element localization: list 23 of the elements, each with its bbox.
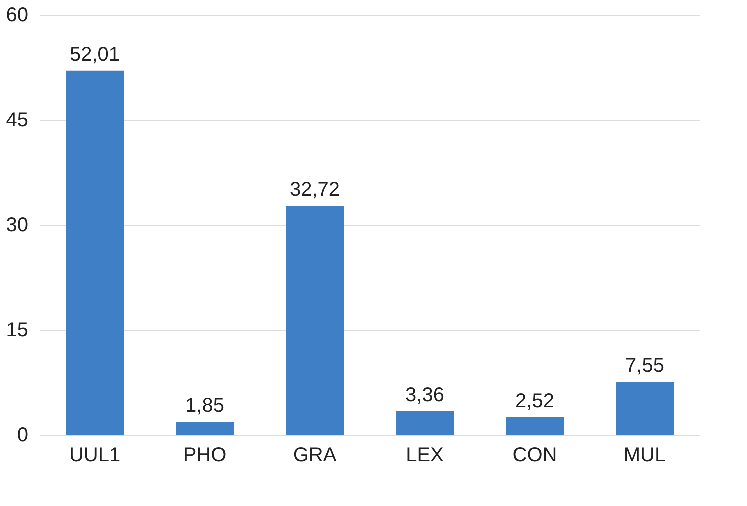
x-tick-label: UUL1 [69,444,121,466]
y-tick-label: 60 [6,4,28,26]
data-label: 1,85 [186,395,224,418]
x-tick-label: PHO [183,444,227,466]
x-tick-label: CON [512,444,558,466]
bar [66,70,124,435]
data-label: 32,72 [290,178,340,201]
y-tick-label: 0 [17,424,28,446]
x-tick-label: LEX [406,444,444,466]
x-tick-label: MUL [624,444,666,466]
bar [286,206,344,435]
bar [176,422,234,435]
data-label: 2,52 [516,390,554,412]
bar [506,417,564,435]
y-tick-label: 45 [6,110,28,132]
bar [616,382,674,435]
x-tick-label: GRA [293,444,338,466]
data-label: 3,36 [406,384,444,406]
data-label: 7,55 [626,355,664,378]
y-tick-label: 15 [6,320,28,342]
data-label: 52,01 [70,44,120,66]
bar [396,411,454,435]
y-tick-label: 30 [6,214,28,236]
